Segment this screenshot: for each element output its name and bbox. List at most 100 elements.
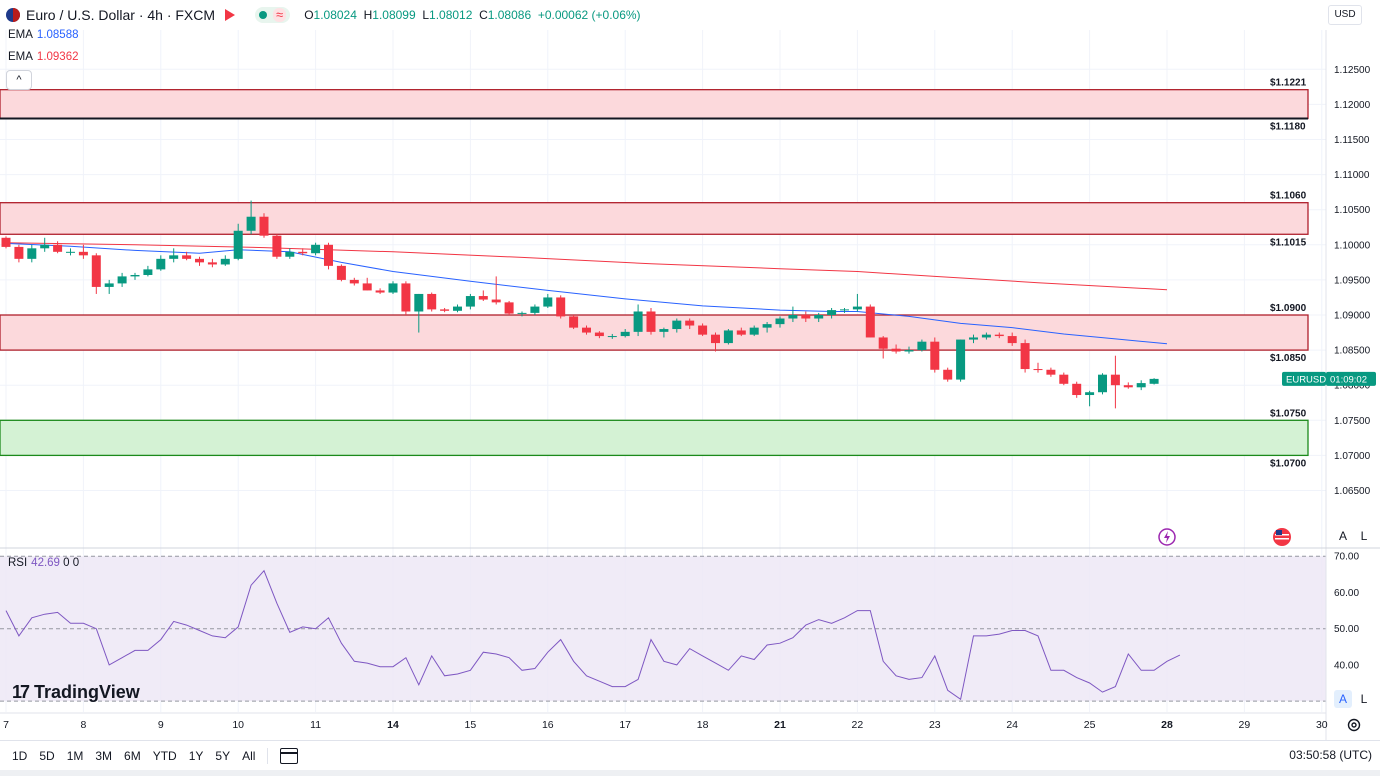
candle xyxy=(994,332,1004,339)
flag-marker-icon[interactable] xyxy=(225,9,236,21)
time-tick-label: 25 xyxy=(1084,719,1096,731)
ema-legend-fast[interactable]: EMA 1.08588 xyxy=(8,29,79,41)
candle-body xyxy=(530,306,540,313)
rsi-log-scale-button[interactable]: L xyxy=(1360,692,1368,706)
candle xyxy=(1072,381,1082,398)
timeframe-5y[interactable]: 5Y xyxy=(215,749,231,763)
candle-body xyxy=(685,320,695,326)
candle-body xyxy=(620,331,630,337)
us-flag-event-icon[interactable] xyxy=(1272,527,1292,547)
collapse-legend-button[interactable]: ^ xyxy=(6,70,32,90)
lightning-event-icon[interactable] xyxy=(1157,527,1177,547)
candle xyxy=(259,213,269,238)
currency-button[interactable]: USD xyxy=(1328,5,1362,25)
candle xyxy=(1136,380,1146,391)
timeframe-6m[interactable]: 6M xyxy=(124,749,141,763)
candle xyxy=(556,295,566,319)
timeframe-1y[interactable]: 1Y xyxy=(188,749,204,763)
candle xyxy=(427,292,437,312)
candle xyxy=(698,323,708,337)
timeframe-5d[interactable]: 5D xyxy=(39,749,55,763)
resistance-zone xyxy=(0,89,1309,120)
ema-slow-label: EMA xyxy=(8,51,33,63)
candle-body xyxy=(117,276,127,284)
candle-body xyxy=(91,255,101,287)
close-key: C xyxy=(479,8,488,22)
candle-body xyxy=(220,258,230,265)
candle xyxy=(685,318,695,330)
candle-body xyxy=(814,315,824,319)
candle xyxy=(414,293,424,333)
market-status-pill[interactable]: ≈ xyxy=(255,7,291,23)
change-value: +0.00062 (+0.06%) xyxy=(537,8,641,22)
candle-body xyxy=(143,269,153,275)
candle xyxy=(930,337,940,373)
candle-body xyxy=(556,297,566,317)
candle-body xyxy=(375,290,385,293)
price-tick-label: 1.11000 xyxy=(1334,170,1370,181)
time-tick-label: 30 xyxy=(1316,719,1328,731)
candle-body xyxy=(517,312,527,314)
time-tick-label: 15 xyxy=(465,719,477,731)
candle xyxy=(478,290,488,301)
time-tick-label: 11 xyxy=(310,719,321,731)
candle xyxy=(981,332,991,340)
candle xyxy=(336,264,346,282)
auto-scale-button[interactable]: A xyxy=(1338,529,1347,543)
timeframe-3m[interactable]: 3M xyxy=(95,749,113,763)
rsi-legend[interactable]: RSI 42.69 0 0 xyxy=(8,557,79,569)
candle-body xyxy=(504,302,514,314)
candle-body xyxy=(311,244,321,254)
bottom-strip xyxy=(0,770,1380,776)
ema-legend-slow[interactable]: EMA 1.09362 xyxy=(8,51,79,63)
candle-body xyxy=(930,341,940,370)
candle xyxy=(491,276,501,305)
timeframe-ytd[interactable]: YTD xyxy=(152,749,177,763)
candle xyxy=(1123,382,1133,389)
rsi-tick-label: 60.00 xyxy=(1334,588,1359,599)
price-zones: $1.1221 $1.1180 $1.1060 $1.1015 $1.0900 $1.08… xyxy=(0,78,1309,469)
timeframe-all[interactable]: All xyxy=(242,749,256,763)
support-zone xyxy=(0,419,1309,457)
candle-body xyxy=(827,310,837,316)
chart-header: Euro / U.S. Dollar · 4h · FXCM ≈ O1.0802… xyxy=(0,0,641,30)
candle xyxy=(672,318,682,333)
symbol-tag-bg xyxy=(1282,371,1326,386)
candle xyxy=(865,304,875,338)
candle xyxy=(362,277,372,291)
candle-body xyxy=(298,251,308,254)
candle-body xyxy=(1033,369,1043,371)
candle xyxy=(852,293,862,312)
candle xyxy=(285,248,295,259)
rsi-label: RSI xyxy=(8,557,28,569)
log-scale-button[interactable]: L xyxy=(1360,529,1368,543)
symbol-info[interactable]: Euro / U.S. Dollar · 4h · FXCM xyxy=(6,7,236,23)
candle-body xyxy=(427,293,437,310)
candle xyxy=(840,307,849,313)
timeframe-1m[interactable]: 1M xyxy=(66,749,84,763)
price-tick-label: 1.10000 xyxy=(1334,240,1371,251)
zone-top-label: $1.1221 xyxy=(1270,78,1307,89)
tradingview-logo[interactable]: 17 TradingView xyxy=(12,682,140,703)
candle-body xyxy=(453,306,462,311)
symbol-tag: EURUSD xyxy=(1286,374,1326,385)
candle-body xyxy=(362,283,372,291)
candle-body xyxy=(349,279,359,284)
settings-gear-icon[interactable] xyxy=(1346,717,1362,733)
candle xyxy=(827,307,837,319)
zone-bottom-label: $1.0700 xyxy=(1270,458,1307,469)
candle-body xyxy=(14,246,24,259)
price-chart[interactable]: $1.1221 $1.1180 $1.1060 $1.1015 $1.0900 $1.08… xyxy=(0,0,1380,740)
candle xyxy=(582,325,591,335)
candle-body xyxy=(78,251,88,256)
candle-body xyxy=(582,327,591,333)
utc-clock[interactable]: 03:50:58 (UTC) xyxy=(1289,748,1372,762)
candle xyxy=(1033,362,1043,373)
timeframe-1d[interactable]: 1D xyxy=(12,749,28,763)
candle-body xyxy=(169,255,179,259)
candle-body xyxy=(711,334,720,344)
calendar-icon[interactable] xyxy=(280,748,299,764)
rsi-auto-scale-button[interactable]: A xyxy=(1334,690,1352,708)
candle-body xyxy=(969,337,978,340)
zone-bottom-label: $1.1015 xyxy=(1270,237,1307,248)
